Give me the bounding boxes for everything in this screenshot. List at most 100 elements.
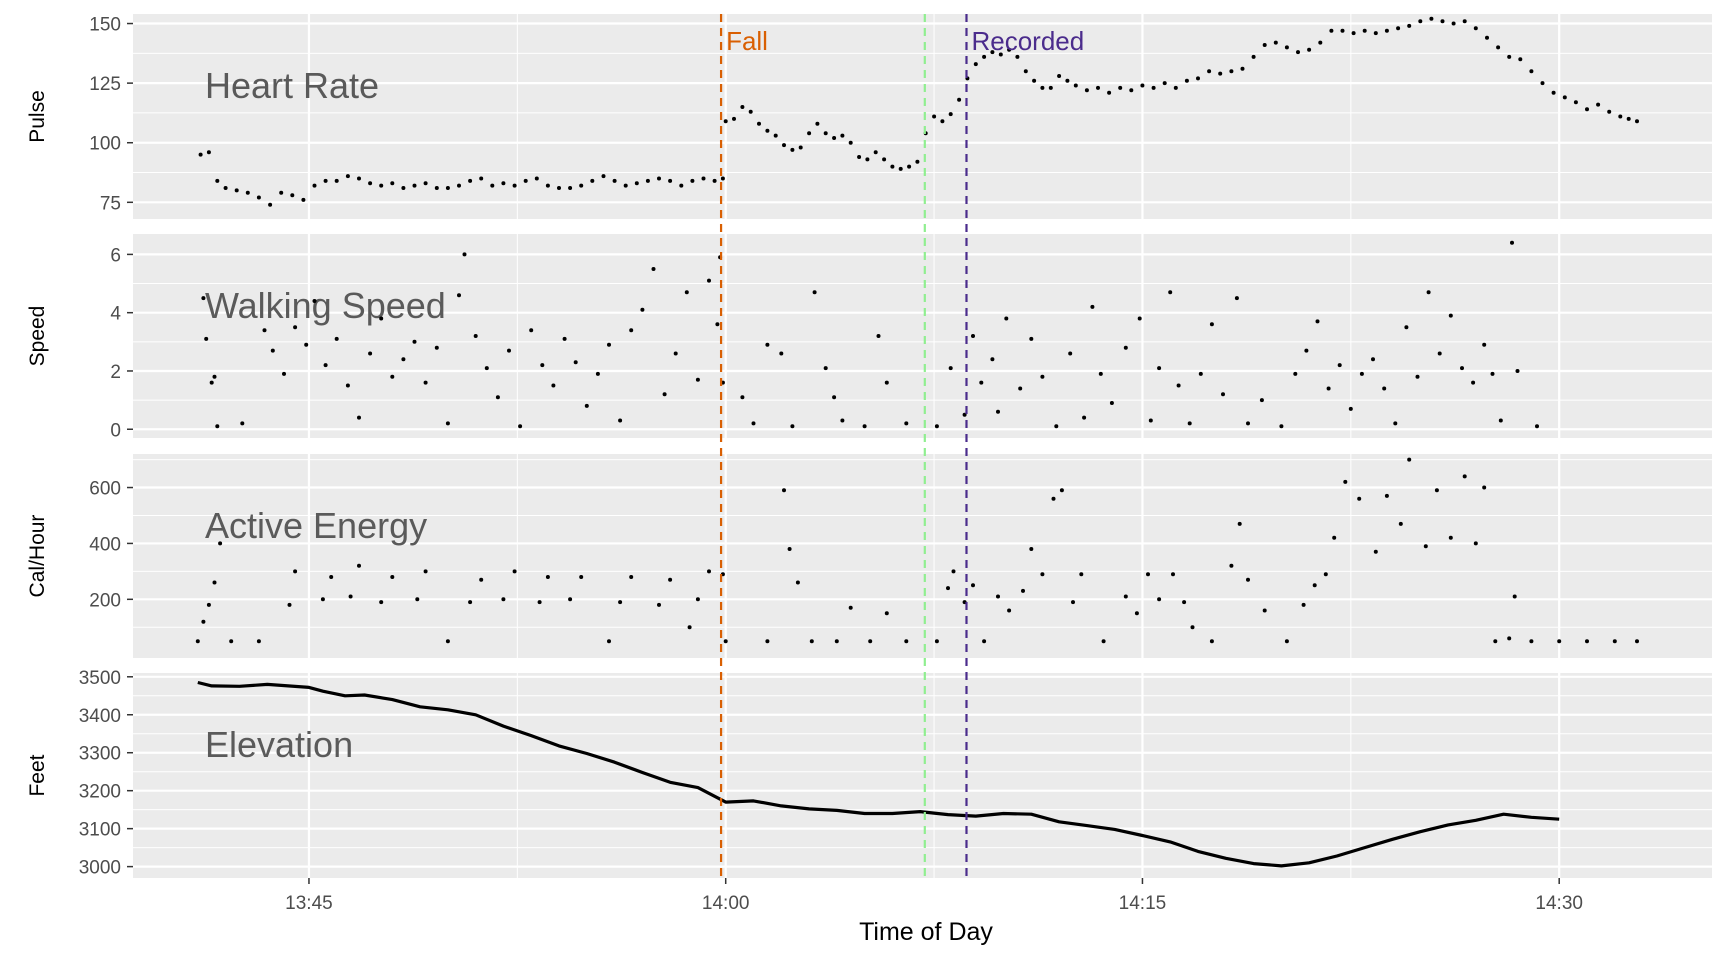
data-point [1626,116,1631,121]
data-point [1635,119,1639,124]
data-point [823,131,828,136]
data-point [1262,608,1267,613]
data-point [1357,496,1362,501]
data-point [329,575,334,579]
data-point [512,183,517,188]
data-point [1382,386,1387,391]
data-point [1384,28,1389,33]
data-point [293,569,298,574]
data-point [1090,304,1095,309]
data-point [551,383,556,388]
data-point [1607,109,1612,114]
data-point [1032,78,1037,83]
data-point [334,336,339,341]
data-point [218,541,223,546]
data-point [390,181,395,186]
data-point [1404,325,1409,330]
data-point [832,136,837,140]
data-point [629,328,634,333]
data-point [1051,496,1056,501]
data-point [782,488,786,493]
data-point [932,114,937,119]
data-point [1373,549,1378,554]
data-point [562,336,567,341]
data-point [765,342,770,347]
data-point [973,62,978,67]
data-point [423,181,428,186]
data-point [651,267,656,271]
data-point [479,176,484,181]
data-point [904,639,909,644]
data-point [998,52,1003,57]
data-point [668,577,673,582]
y-tick-label: 150 [89,15,121,36]
data-point [723,119,728,124]
data-point [1176,383,1181,388]
data-point [568,186,573,190]
panels-layer: 75 100 125 150 Pulse Heart Rate 0 2 4 6 Speed Walki… [26,14,1712,879]
data-point [940,119,945,124]
data-point [379,600,384,605]
data-point [357,563,361,568]
data-point [1084,88,1089,93]
data-point [301,197,306,202]
data-point [287,602,292,607]
data-point [1237,521,1242,526]
data-point [934,639,939,644]
data-point [1293,371,1298,376]
data-point [657,176,661,181]
data-point [1529,639,1534,644]
data-point [715,322,720,327]
data-point [1371,357,1375,362]
data-point [1251,54,1256,59]
data-point [279,190,284,195]
data-point [1535,424,1539,429]
data-point [898,166,903,171]
data-point [679,183,684,188]
data-point [1098,371,1103,376]
panel-elevation: 3000 3100 3200 3300 3400 3500 Feet Elevation [26,668,1712,879]
data-point [212,580,217,585]
data-point [795,580,800,585]
data-point [1029,547,1034,551]
data-point [1262,43,1267,47]
data-point [1218,71,1223,76]
data-point [812,290,817,295]
data-point [1326,386,1331,391]
elevation-line [197,680,1560,868]
data-point [798,145,803,150]
data-point [445,186,450,190]
y-tick-label: 3100 [79,820,121,841]
data-point [423,380,428,385]
event-label-fall: Fall [726,26,768,56]
data-point [707,278,711,283]
data-point [1071,600,1075,605]
data-point [573,360,578,365]
data-point [1187,421,1192,426]
data-point [723,639,728,644]
data-point [568,597,573,602]
series-energy [195,457,1639,644]
data-point [1415,374,1420,379]
y-tick-label: 75 [100,193,121,214]
data-point [490,183,495,188]
data-point [1284,45,1289,50]
data-point [690,178,695,183]
data-point [862,424,867,429]
data-point [1485,35,1489,40]
data-point [982,54,987,59]
data-point [1157,366,1162,371]
data-point [256,639,261,644]
data-point [1109,401,1114,405]
data-point [1209,322,1214,327]
data-point [1123,345,1128,350]
data-point [1462,19,1467,24]
panel-background [133,673,1712,878]
data-point [1096,85,1100,90]
data-point [1340,28,1345,33]
data-point [773,133,778,138]
y-tick-label: 2 [110,362,121,383]
data-point [579,183,584,188]
data-point [206,150,211,155]
y-tick-label: 3300 [79,744,121,765]
